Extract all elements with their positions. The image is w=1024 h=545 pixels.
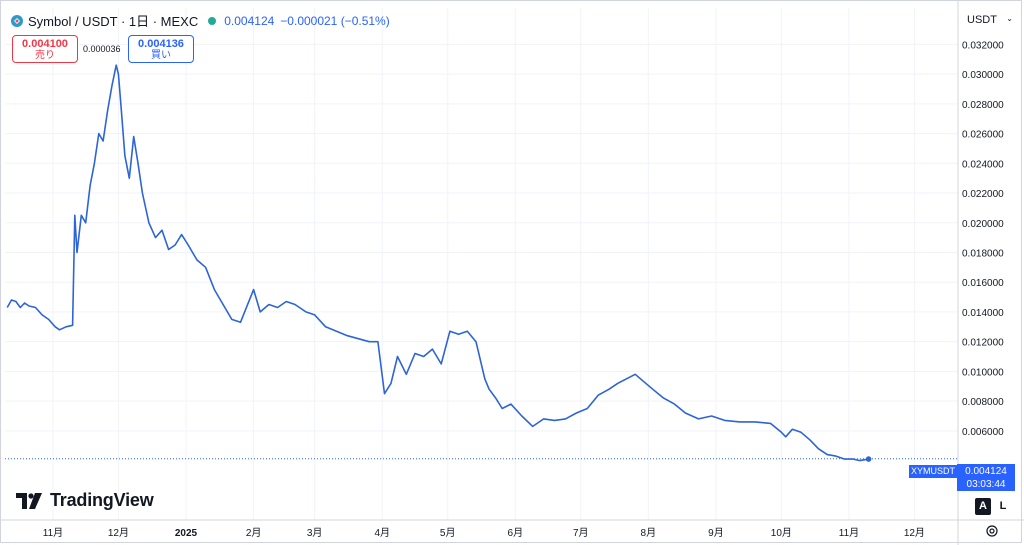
x-tick-label: 2月 [246,527,262,539]
last-price: 0.004124 [224,13,275,28]
tradingview-logo-icon [16,492,42,509]
y-tick-label: 0.012000 [962,338,1004,349]
y-tick-label: 0.030000 [962,70,1004,81]
tradingview-wordmark: TradingView [50,490,154,510]
x-tick-label: 8月 [641,527,657,539]
y-tick-label: 0.014000 [962,308,1004,319]
last-point-marker [865,456,872,462]
chevron-down-icon: ⌄ [1006,14,1013,23]
spread-value: 0.000036 [83,44,121,54]
y-tick-label: 0.026000 [962,130,1004,141]
y-tick-label: 0.010000 [962,367,1004,378]
y-tick-label: 0.016000 [962,278,1004,289]
buy-button[interactable]: 0.004136 買い [128,35,194,63]
x-tick-label: 12月 [904,527,925,539]
symbol-logo-icon [11,14,23,27]
gear-icon[interactable] [985,524,999,538]
sell-price: 0.004100 [22,38,68,50]
last-price-tag-value: 0.004124 [965,466,1007,477]
y-tick-label: 0.020000 [962,219,1004,230]
x-tick-label: 7月 [573,527,589,539]
x-tick-label: 12月 [108,527,129,539]
bar-countdown: 03:03:44 [966,479,1006,490]
price-change: −0.000021 (−0.51%) [280,13,390,28]
x-tick-label: 5月 [440,527,456,539]
x-tick-label: 2025 [175,528,198,539]
buy-label: 買い [151,50,171,61]
series-line-xymusdt [6,64,869,462]
sell-label: 売り [35,50,55,61]
sell-button[interactable]: 0.004100 売り [12,35,78,63]
last-price-tag: 0.004124 03:03:44 [957,464,1015,491]
y-tick-label: 0.006000 [962,427,1004,438]
y-tick-label: 0.028000 [962,100,1004,111]
x-tick-label: 10月 [771,527,792,539]
x-tick-label: 4月 [374,527,390,539]
y-tick-label: 0.018000 [962,248,1004,259]
buy-price: 0.004136 [138,38,184,50]
x-tick-label: 3月 [307,527,323,539]
x-tick-label: 11月 [43,527,63,539]
y-tick-label: 0.008000 [962,397,1004,408]
y-tick-label: 0.032000 [962,40,1004,51]
x-tick-label: 9月 [708,527,724,539]
y-tick-label: 0.022000 [962,189,1004,200]
currency-dropdown[interactable]: USDT ⌄ [963,9,1019,33]
tradingview-logo[interactable]: TradingView [16,490,154,511]
currency-label: USDT [967,14,997,26]
log-scale-button[interactable]: L [999,500,1007,512]
symbol-title[interactable]: Symbol / USDT · 1日 · MEXC [28,14,199,29]
y-tick-label: 0.024000 [962,159,1004,170]
x-tick-label: 6月 [508,527,524,539]
x-tick-label: 11月 [839,527,859,539]
symbol-price-tag: XYMUSDT [909,465,957,478]
market-status-dot [208,16,217,25]
chart-header: Symbol / USDT · 1日 · MEXC 0.004124 −0.00… [10,11,390,30]
auto-scale-button[interactable]: A [975,498,991,515]
